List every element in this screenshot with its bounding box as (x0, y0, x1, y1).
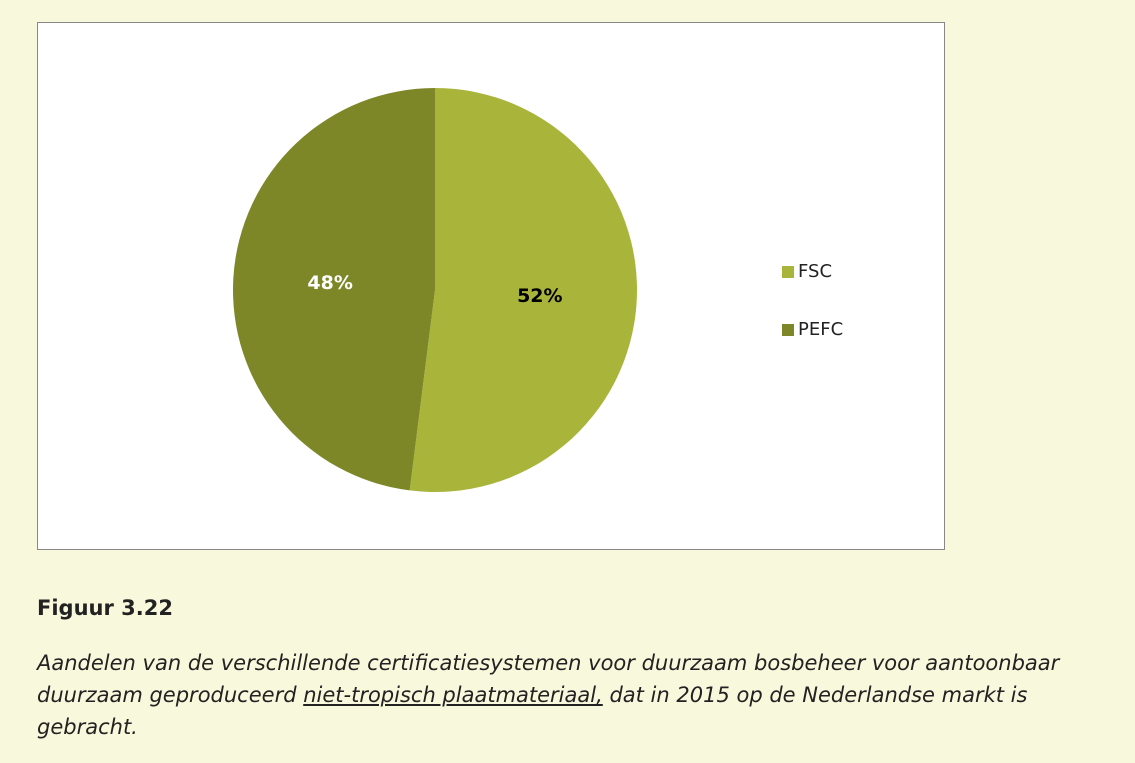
data-label: 52% (517, 285, 562, 307)
caption-text: Aandelen van de verschillende certificat… (37, 651, 1060, 707)
figure-caption: Aandelen van de verschillende certificat… (37, 647, 1097, 743)
legend-swatch (782, 324, 794, 336)
figure-title: Figuur 3.22 (37, 596, 173, 620)
chart: 52% 48% FSC PEFC (37, 22, 945, 550)
pie-slice (409, 88, 637, 492)
legend-label: FSC (798, 261, 832, 282)
caption-text: dat in 2015 op de Nederlandse markt is g… (37, 683, 1028, 739)
legend-swatch (782, 266, 794, 278)
data-label: 48% (307, 272, 352, 294)
pie-slice (232, 88, 435, 491)
legend-label: PEFC (798, 319, 843, 340)
caption-link: niet-tropisch plaatmateriaal, (303, 683, 603, 707)
